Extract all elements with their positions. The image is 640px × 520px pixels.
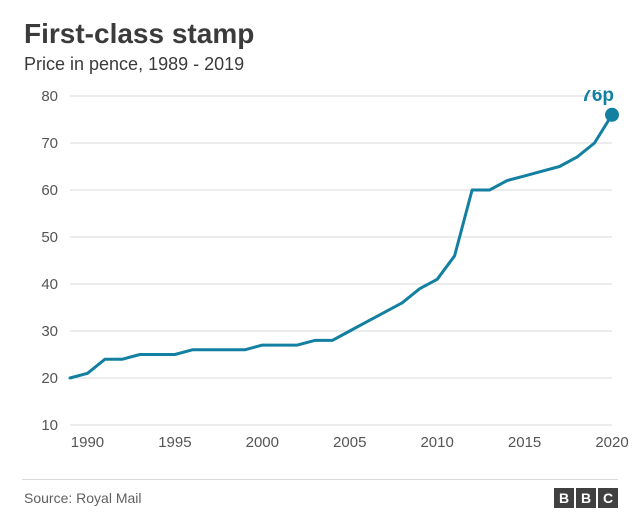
footer-divider [22,479,618,480]
svg-text:50: 50 [41,229,58,246]
y-axis-labels: 10 20 30 40 50 60 70 80 [41,90,58,434]
data-line [70,115,612,378]
svg-text:70: 70 [41,135,58,152]
chart-subtitle: Price in pence, 1989 - 2019 [24,54,244,75]
svg-text:40: 40 [41,276,58,293]
svg-text:2020: 2020 [595,434,628,451]
line-chart: 10 20 30 40 50 60 70 80 1990 1995 2000 2005 2010 201… [0,90,640,470]
source-text: Source: Royal Mail [24,490,142,506]
x-axis-labels: 1990 1995 2000 2005 2010 2015 2020 [71,434,629,451]
svg-text:2005: 2005 [333,434,366,451]
svg-text:20: 20 [41,370,58,387]
svg-text:60: 60 [41,182,58,199]
svg-text:2010: 2010 [420,434,453,451]
bbc-logo-b2: B [576,488,596,508]
chart-title: First-class stamp [24,18,254,50]
svg-text:2000: 2000 [246,434,279,451]
gridlines [70,96,612,425]
svg-text:1990: 1990 [71,434,104,451]
svg-text:80: 80 [41,90,58,105]
bbc-logo: BBC [552,488,618,508]
svg-text:2015: 2015 [508,434,541,451]
endpoint-marker [605,108,619,122]
svg-text:1995: 1995 [158,434,191,451]
endpoint-label: 76p [581,90,614,106]
bbc-logo-b1: B [554,488,574,508]
svg-text:10: 10 [41,417,58,434]
chart-container: First-class stamp Price in pence, 1989 -… [0,0,640,520]
svg-text:30: 30 [41,323,58,340]
bbc-logo-c: C [598,488,618,508]
